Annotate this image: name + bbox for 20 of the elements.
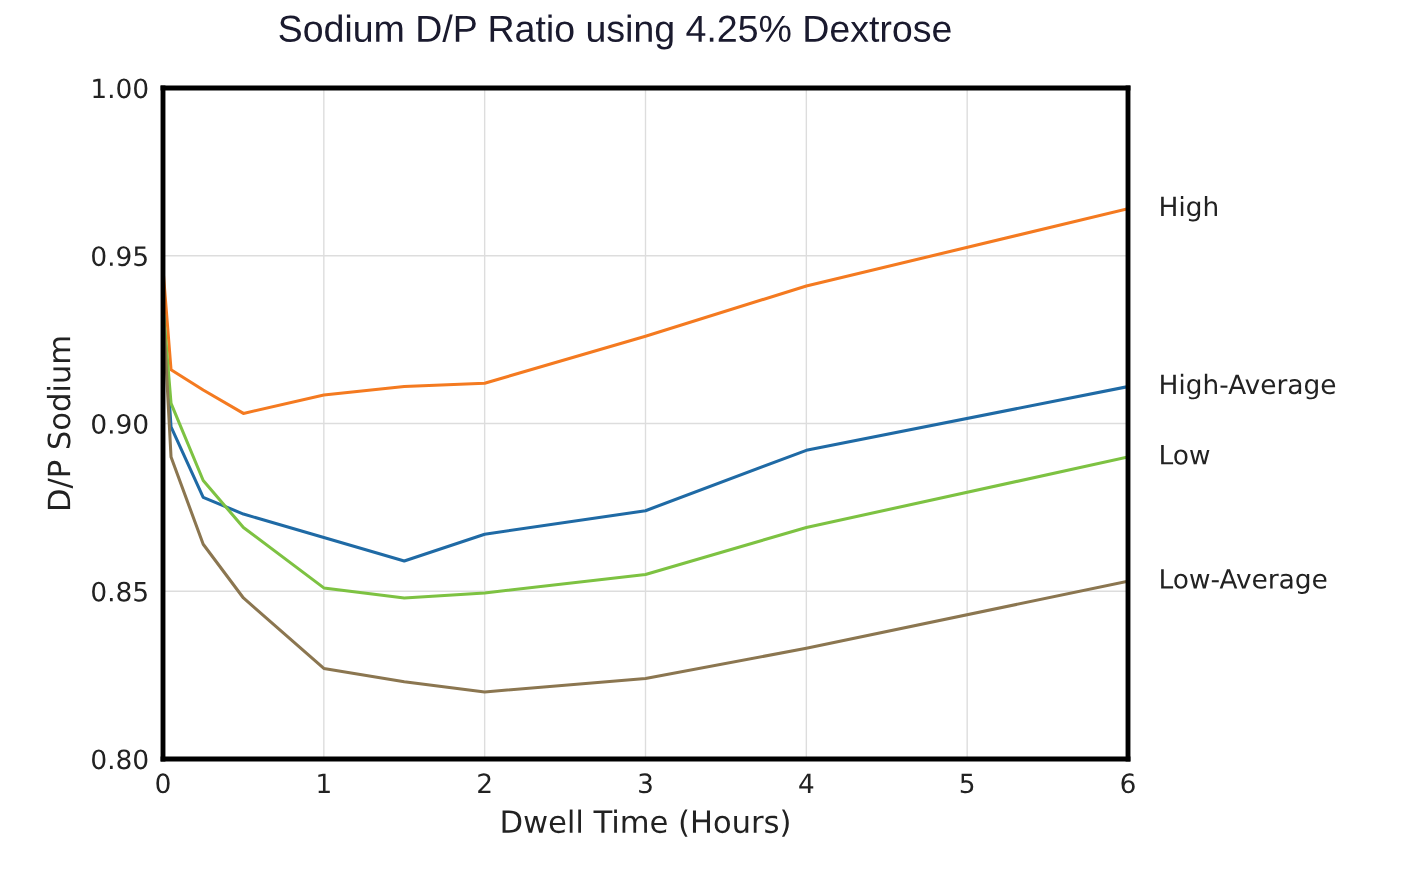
x-axis-title: Dwell Time (Hours) <box>502 809 789 837</box>
series-label: High <box>1161 196 1217 222</box>
x-tick-label: 6 <box>1121 773 1135 794</box>
y-tick-label: 0.85 <box>92 581 147 602</box>
y-tick-label: 0.95 <box>92 246 147 267</box>
y-tick-label: 1.00 <box>93 78 148 99</box>
y-tick-label: 0.90 <box>92 413 148 434</box>
x-tick-label: 5 <box>960 773 974 794</box>
series-label: Low-Average <box>1161 569 1327 594</box>
line-series <box>163 207 1128 415</box>
chart-title: Sodium D/P Ratio using 4.25% Dextrose <box>279 14 951 50</box>
x-tick-label: 0 <box>156 773 170 794</box>
x-tick-label: 1 <box>318 773 330 793</box>
series-label: High-Average <box>1161 373 1336 400</box>
series-label: Low <box>1161 445 1210 465</box>
x-tick-label: 3 <box>639 773 652 794</box>
y-axis-title: D/P Sodium <box>46 337 73 510</box>
y-tick-label: 0.80 <box>92 749 148 770</box>
x-tick-label: 2 <box>478 773 491 793</box>
x-tick-label: 4 <box>799 773 814 793</box>
